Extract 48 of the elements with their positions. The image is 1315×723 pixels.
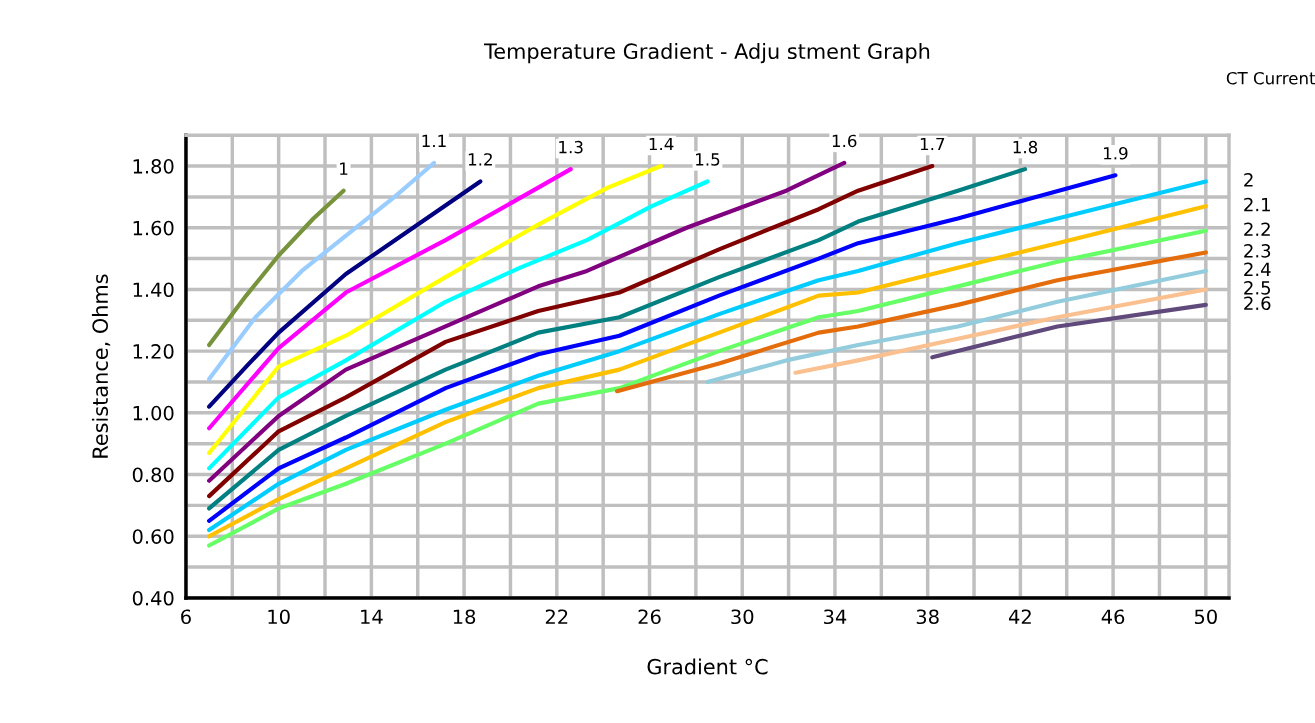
y-tick-label: 0.80 <box>132 467 174 483</box>
line-series <box>207 160 437 381</box>
y-tick-label: 0.60 <box>132 529 174 544</box>
x-tick-label: 34 <box>824 609 847 625</box>
series-label: 1.4 <box>649 137 674 151</box>
x-tick-label: 14 <box>361 609 383 624</box>
text: 2.3 <box>1244 244 1271 258</box>
text: 2.2 <box>1244 222 1270 236</box>
series-label: 1.9 <box>1104 146 1128 160</box>
y-axis-title: Resistance, Ohms <box>91 274 111 458</box>
x-tick-label: 42 <box>1008 609 1031 624</box>
x-tick-label: 18 <box>453 609 476 625</box>
chart-title: Temperature Gradient - Adju stment Graph <box>484 42 930 64</box>
series-label: 1.1 <box>422 134 446 147</box>
y-tick-label: 1.80 <box>133 159 174 174</box>
line-series <box>705 268 1208 385</box>
series-label: 1 <box>340 162 348 175</box>
text: 2.6 <box>1244 296 1271 311</box>
line-series <box>614 250 1208 394</box>
x-tick-label: 6 <box>181 609 191 625</box>
x-tick-label: 38 <box>916 609 939 625</box>
y-tick-label: 1.20 <box>133 344 174 359</box>
legend-title: CT Current <box>1226 71 1315 85</box>
x-tick-label: 50 <box>1194 609 1217 625</box>
x-axis-title: Gradient °C <box>647 658 768 675</box>
series-label: 1.3 <box>559 140 583 154</box>
line-series <box>793 287 1208 375</box>
text: 2.1 <box>1244 197 1270 212</box>
line-series <box>207 179 483 409</box>
text: 2.5 <box>1244 281 1271 295</box>
line-series <box>207 179 710 471</box>
series-label: 1.7 <box>920 137 945 151</box>
x-tick-label: 10 <box>268 609 290 625</box>
line-series <box>207 188 346 348</box>
y-tick-label: 1.40 <box>133 282 174 298</box>
series-label: 1.8 <box>1013 140 1038 154</box>
x-tick-label: 26 <box>638 609 661 625</box>
series-label: 1.6 <box>832 134 857 148</box>
x-tick-label: 46 <box>1101 609 1125 625</box>
x-tick-label: 30 <box>731 609 754 625</box>
x-tick-label: 22 <box>545 609 568 624</box>
y-tick-label: 0.40 <box>132 590 174 606</box>
y-tick-label: 1.60 <box>133 220 174 236</box>
series-label: 1.2 <box>468 153 492 166</box>
text: 2 <box>1244 173 1253 187</box>
text: 2.4 <box>1244 262 1271 276</box>
y-tick-label: 1.00 <box>133 405 174 421</box>
series-label: 1.5 <box>696 153 720 166</box>
